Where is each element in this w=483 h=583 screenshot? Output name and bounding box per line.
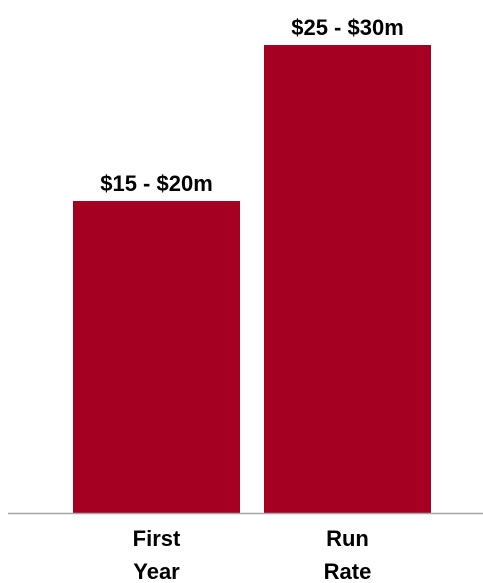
x-tick-label-run-rate: Run Rate bbox=[324, 526, 372, 583]
x-tick-labels-group: First Year Run Rate bbox=[133, 526, 372, 583]
data-label-run-rate: $25 - $30m bbox=[291, 15, 404, 40]
bar-run-rate bbox=[264, 45, 431, 513]
x-tick-label-line: First bbox=[133, 526, 181, 551]
data-label-first-year: $15 - $20m bbox=[100, 171, 213, 196]
x-tick-label-first-year: First Year bbox=[133, 526, 181, 583]
data-labels-group: $15 - $20m $25 - $30m bbox=[100, 15, 404, 196]
x-tick-label-line: Run bbox=[326, 526, 369, 551]
bar-first-year bbox=[73, 201, 240, 513]
x-tick-label-line: Year bbox=[133, 559, 180, 583]
x-tick-label-line: Rate bbox=[324, 559, 372, 583]
bars-group bbox=[73, 45, 431, 513]
